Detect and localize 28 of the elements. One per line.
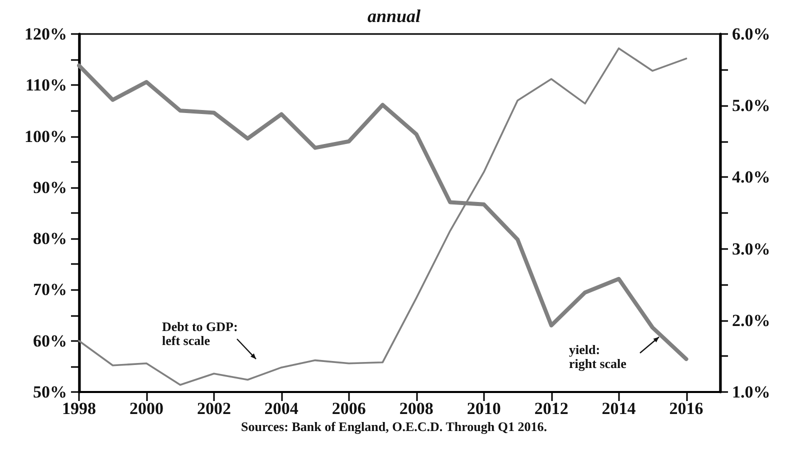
annotation: Debt to GDP: left scale <box>162 319 238 348</box>
y-tick-label: 70% <box>33 280 67 300</box>
y-tick-label: 110% <box>25 76 67 95</box>
annotation: yield: right scale <box>569 342 626 371</box>
x-tick-label: 2006 <box>332 399 366 418</box>
y-tick-label: 50% <box>33 382 67 402</box>
x-tick-label: 2002 <box>196 399 231 418</box>
x-tick-label: 2014 <box>602 399 636 418</box>
x-tick-label: 2004 <box>264 399 299 418</box>
chart-title: annual <box>367 6 421 26</box>
y-tick-label: 60% <box>33 331 67 350</box>
x-tick-label: 2010 <box>466 399 501 418</box>
y-tick-label: 120% <box>24 24 67 44</box>
x-tick-label: 2012 <box>534 399 568 418</box>
y2-tick-label: 1.0% <box>732 382 770 402</box>
x-tick-label: 2016 <box>669 399 704 418</box>
y2-tick-label: 2.0% <box>732 310 770 330</box>
y-tick-label: 90% <box>33 178 67 197</box>
y-tick-label: 100% <box>24 126 67 146</box>
x-tick-label: 2008 <box>399 399 434 418</box>
y2-tick-label: 4.0% <box>732 168 770 187</box>
y-tick-label: 80% <box>33 229 67 248</box>
x-tick-label: 1998 <box>62 399 96 418</box>
x-tick-label: 2000 <box>129 399 164 418</box>
y2-tick-label: 5.0% <box>732 96 770 116</box>
source-note: Sources: Bank of England, O.E.C.D. Through Q1 2016. <box>240 419 548 434</box>
y2-tick-label: 3.0% <box>732 239 770 258</box>
y2-tick-label: 6.0% <box>732 24 770 44</box>
